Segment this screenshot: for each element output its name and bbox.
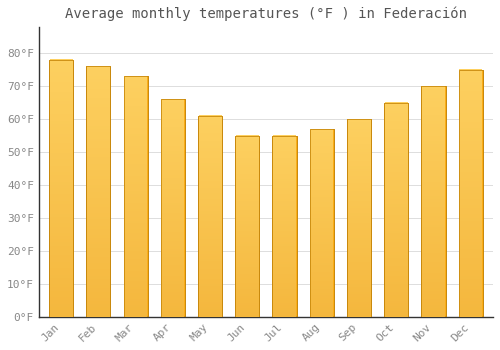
Bar	[49, 60, 73, 317]
Bar	[198, 116, 222, 317]
Bar	[422, 86, 446, 317]
Bar	[458, 70, 483, 317]
Title: Average monthly temperatures (°F ) in Federación: Average monthly temperatures (°F ) in Fe…	[65, 7, 467, 21]
Bar	[310, 129, 334, 317]
Bar	[272, 135, 296, 317]
Bar	[347, 119, 371, 317]
Bar	[384, 103, 408, 317]
Bar	[198, 116, 222, 317]
Bar	[310, 129, 334, 317]
Bar	[86, 66, 110, 317]
Bar	[124, 76, 148, 317]
Bar	[235, 135, 260, 317]
Bar	[160, 99, 185, 317]
Bar	[124, 76, 148, 317]
Bar	[86, 66, 110, 317]
Bar	[235, 135, 260, 317]
Bar	[272, 135, 296, 317]
Bar	[347, 119, 371, 317]
Bar	[422, 86, 446, 317]
Bar	[458, 70, 483, 317]
Bar	[384, 103, 408, 317]
Bar	[160, 99, 185, 317]
Bar	[49, 60, 73, 317]
